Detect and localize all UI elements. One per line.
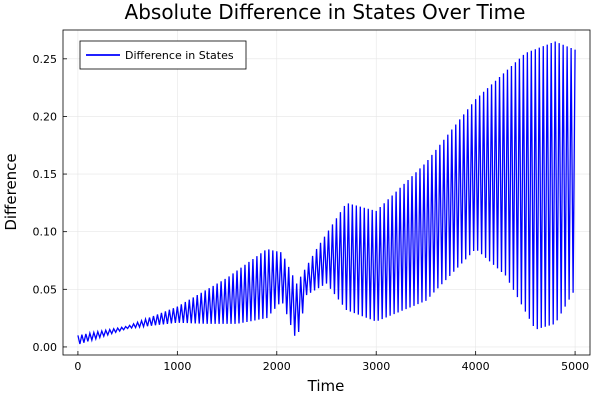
x-tick-label: 3000 (362, 360, 390, 373)
series-layer (77, 41, 576, 345)
y-tick-label: 0.25 (33, 53, 58, 66)
x-tick-label: 1000 (163, 360, 191, 373)
y-axis-ticks: 0.00 0.05 0.10 0.15 0.20 0.25 (33, 53, 67, 354)
y-tick-label: 0.05 (33, 283, 58, 296)
series-line (77, 41, 576, 345)
x-tick-label: 5000 (561, 360, 589, 373)
plot-frame (62, 29, 591, 356)
x-tick-label: 0 (74, 360, 81, 373)
x-tick-label: 4000 (462, 360, 490, 373)
y-tick-label: 0.00 (33, 341, 58, 354)
x-tick-label: 2000 (263, 360, 291, 373)
y-tick-label: 0.20 (33, 110, 58, 123)
y-axis-label: Difference (2, 153, 20, 230)
x-axis-label: Time (307, 377, 345, 395)
y-tick-label: 0.15 (33, 168, 58, 181)
chart-title: Absolute Difference in States Over Time (125, 0, 526, 24)
legend: Difference in States (79, 40, 247, 70)
y-tick-label: 0.10 (33, 226, 58, 239)
x-axis-ticks: 0 1000 2000 3000 4000 5000 (74, 351, 589, 373)
legend-label: Difference in States (125, 49, 234, 62)
